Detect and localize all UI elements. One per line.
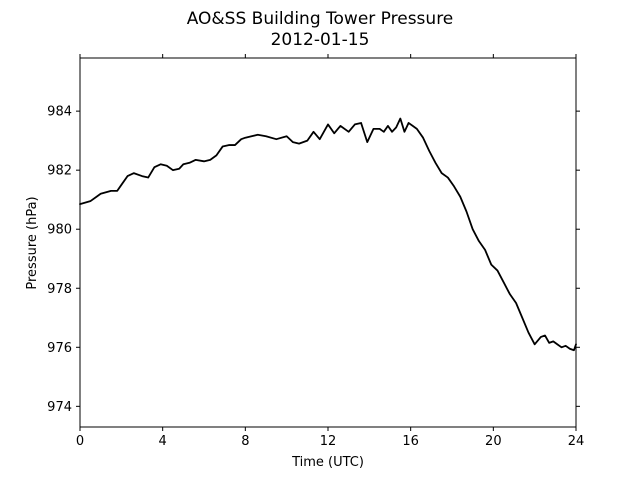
chart-title: AO&SS Building Tower Pressure [187,9,454,29]
y-tick-label: 976 [47,341,72,356]
y-tick-label: 974 [47,400,72,415]
x-tick-label: 0 [76,434,84,449]
x-tick-label: 12 [320,434,337,449]
x-tick-label: 24 [568,434,585,449]
x-tick-label: 8 [241,434,249,449]
x-tick-label: 20 [485,434,502,449]
y-tick-label: 984 [47,105,72,120]
y-axis-label: Pressure (hPa) [25,196,40,289]
chart-subtitle: 2012-01-15 [271,30,370,50]
pressure-line [79,117,577,352]
plot-frame [79,57,577,428]
x-tick-label: 16 [402,434,419,449]
x-axis-label: Time (UTC) [291,455,364,470]
x-axis-ticks: 0 4 8 12 16 20 24 [76,54,584,449]
y-tick-label: 980 [47,223,72,238]
y-tick-label: 978 [47,282,72,297]
x-tick-label: 4 [159,434,167,449]
y-axis-ticks: 974 976 978 980 982 984 [47,105,580,415]
y-tick-label: 982 [47,164,72,179]
plot-area [79,117,577,352]
